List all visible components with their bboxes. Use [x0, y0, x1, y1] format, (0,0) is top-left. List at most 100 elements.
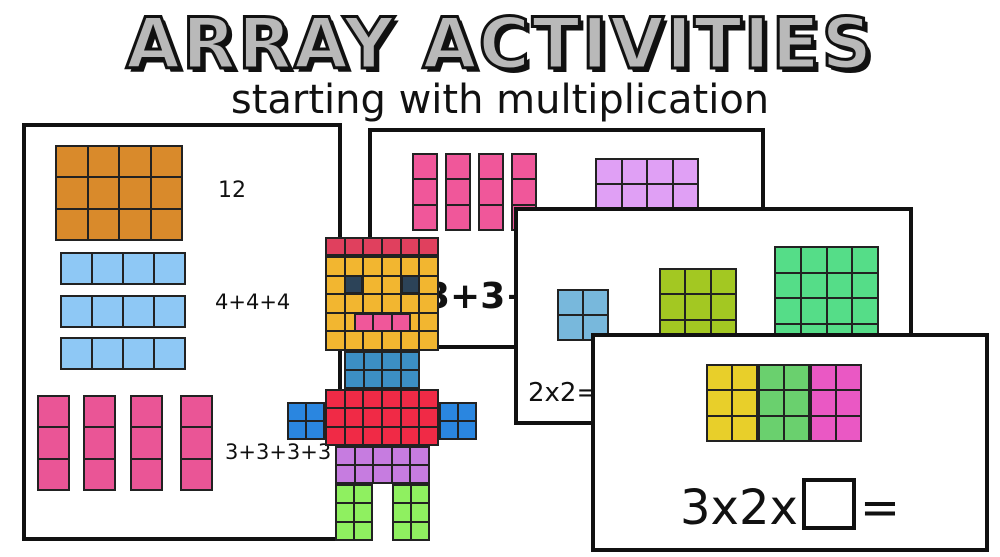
- array-cell: [326, 390, 345, 409]
- array-cell: [685, 294, 711, 320]
- array-cell: [393, 503, 411, 522]
- array-cell: [811, 390, 836, 416]
- array-cell: [400, 408, 420, 427]
- array-cell: [419, 426, 438, 445]
- array-cell: [410, 465, 429, 483]
- array-cell: [707, 365, 732, 391]
- array-cell: [326, 238, 345, 255]
- array-cell: [381, 294, 401, 313]
- array-cell: [400, 352, 419, 370]
- page-subtitle: starting with multiplication: [230, 77, 770, 123]
- robot-head: [325, 256, 439, 351]
- array-c1a1: [55, 145, 183, 241]
- equation-left: 3x2x: [680, 480, 798, 536]
- array-cell: [345, 370, 364, 388]
- array-cell: [558, 290, 583, 315]
- array-cell: [413, 204, 437, 230]
- array-cell: [345, 352, 364, 370]
- array-cell: [381, 257, 401, 276]
- array-cell: [710, 294, 736, 320]
- card-4-equation: 3x2x =: [680, 478, 900, 536]
- array-cell: [479, 179, 503, 205]
- array-cell: [400, 257, 420, 276]
- array-cell: [326, 426, 345, 445]
- array-cell: [363, 238, 382, 255]
- array-cell: [288, 403, 306, 421]
- array-cell: [306, 403, 324, 421]
- array-cell: [354, 465, 374, 483]
- card-1-label-total: 12: [218, 178, 246, 203]
- array-cell: [336, 485, 354, 504]
- array-cell: [411, 521, 429, 540]
- array-c1a7: [130, 395, 163, 491]
- array-cell: [732, 390, 757, 416]
- array-cell: [344, 331, 364, 350]
- array-cell: [707, 390, 732, 416]
- array-cell: [775, 247, 801, 273]
- array-cell: [759, 365, 784, 391]
- array-cell: [836, 390, 861, 416]
- array-cell: [411, 503, 429, 522]
- array-cell: [381, 238, 401, 255]
- array-cell: [621, 159, 647, 184]
- array-cell: [402, 276, 419, 293]
- array-cell: [56, 177, 88, 209]
- array-cell: [336, 465, 355, 483]
- array-cell: [354, 485, 372, 504]
- robot-hair: [325, 237, 439, 256]
- array-cell: [811, 365, 836, 391]
- array-cell: [800, 272, 827, 298]
- array-c4a2: [758, 364, 810, 442]
- array-c1a6: [83, 395, 116, 491]
- array-cell: [56, 146, 88, 178]
- robot-body: [325, 389, 439, 446]
- robot-left-arm: [287, 402, 325, 440]
- array-cell: [344, 408, 364, 427]
- array-cell: [400, 238, 420, 255]
- array-cell: [326, 257, 345, 276]
- array-cell: [363, 408, 382, 427]
- array-cell: [363, 294, 382, 313]
- array-cell: [558, 315, 583, 340]
- array-cell: [373, 314, 392, 331]
- array-cell: [707, 415, 732, 441]
- card-3-label: 2x2=: [528, 378, 599, 408]
- array-cell: [344, 257, 364, 276]
- array-cell: [354, 447, 374, 465]
- array-cell: [393, 521, 411, 540]
- array-cell: [852, 298, 878, 324]
- array-cell: [759, 415, 784, 441]
- array-cell: [38, 396, 69, 428]
- array-cell: [381, 331, 401, 350]
- array-cell: [685, 269, 711, 295]
- array-cell: [363, 352, 382, 370]
- array-cell: [419, 257, 438, 276]
- array-cell: [131, 396, 162, 428]
- array-c1a8: [180, 395, 213, 491]
- array-c1a5: [37, 395, 70, 491]
- array-c1a3: [60, 295, 186, 328]
- array-cell: [411, 485, 429, 504]
- array-cell: [391, 447, 411, 465]
- array-cell: [61, 296, 92, 327]
- array-cell: [84, 427, 115, 459]
- array-c4a3: [810, 364, 862, 442]
- array-cell: [732, 365, 757, 391]
- array-cell: [382, 352, 401, 370]
- array-cell: [87, 146, 119, 178]
- array-cell: [123, 296, 154, 327]
- array-cell: [131, 427, 162, 459]
- array-cell: [672, 184, 698, 209]
- array-cell: [419, 312, 438, 332]
- array-cell: [345, 276, 362, 293]
- array-cell: [92, 296, 123, 327]
- array-cell: [154, 296, 185, 327]
- array-cell: [440, 403, 458, 421]
- array-cell: [119, 146, 151, 178]
- array-cell: [446, 204, 470, 230]
- array-cell: [393, 485, 411, 504]
- array-c2a2: [445, 153, 471, 231]
- array-cell: [363, 257, 382, 276]
- array-cell: [583, 290, 608, 315]
- array-cell: [92, 338, 123, 369]
